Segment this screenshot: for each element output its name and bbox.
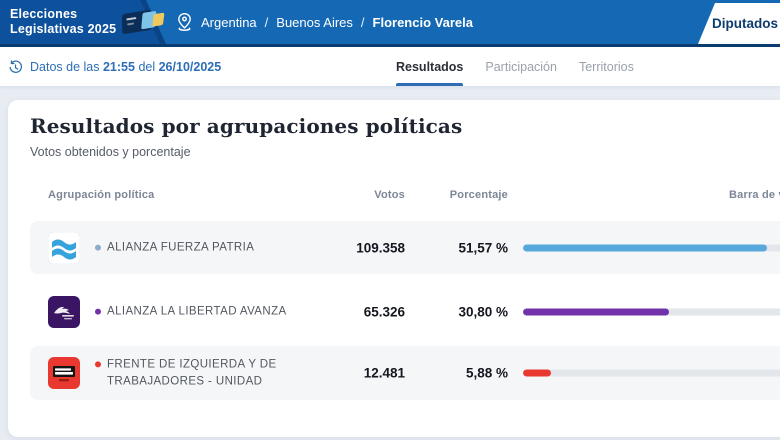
category-tab-diputados[interactable]: Diputados — [698, 3, 780, 44]
timestamp-date: 26/10/2025 — [158, 60, 222, 74]
table-row: FRENTE DE IZQUIERDA Y DE TRABAJADORES - … — [30, 346, 780, 400]
top-header: Elecciones Legislativas 2025 Argentina /… — [0, 0, 780, 44]
table-row: ALIANZA LA LIBERTAD AVANZA 65.326 30,80 … — [30, 285, 780, 338]
percent-value: 51,57 % — [458, 240, 508, 255]
app-title-line1: Elecciones — [10, 7, 78, 21]
breadcrumb-item-country[interactable]: Argentina — [201, 14, 257, 30]
active-tab-underline — [396, 83, 463, 86]
breadcrumb-item-district[interactable]: Florencio Varela — [372, 14, 473, 30]
vote-bar-track — [523, 308, 780, 315]
breadcrumb-separator: / — [360, 14, 365, 30]
ballot-logo-icon — [118, 4, 168, 41]
table-row: ALIANZA FUERZA PATRIA 109.358 51,57 % — [30, 221, 780, 274]
clock-history-icon — [9, 59, 22, 73]
category-tab-label: Diputados — [712, 16, 778, 31]
vote-bar-fill — [523, 369, 551, 377]
app-title-line2: Legislativas 2025 — [10, 22, 117, 36]
votes-value: 12.481 — [363, 365, 405, 381]
party-color-dot — [95, 308, 101, 315]
timestamp-prefix: Datos de las — [30, 60, 100, 74]
timestamp-time: 21:55 — [102, 60, 135, 74]
column-header-percent: Porcentaje — [449, 189, 508, 201]
party-color-dot — [95, 361, 101, 368]
party-name: FRENTE DE IZQUIERDA Y DE TRABAJADORES - … — [107, 358, 277, 387]
breadcrumb-item-province[interactable]: Buenos Aires — [276, 14, 353, 30]
results-card: Resultados por agrupaciones políticas Vo… — [8, 100, 780, 437]
party-color-dot — [95, 244, 101, 251]
status-tabs-bar: Datos de las 21:55 del 26/10/2025 Result… — [0, 47, 780, 87]
view-tabs: Resultados Participación Territorios — [396, 47, 656, 87]
party-name: ALIANZA LA LIBERTAD AVANZA — [107, 305, 287, 318]
vote-bar-track — [523, 244, 780, 251]
percent-value: 5,88 % — [465, 365, 508, 381]
header-bottom-border — [0, 44, 780, 47]
votes-value: 65.326 — [363, 304, 405, 319]
page-title: Resultados por agrupaciones políticas — [30, 114, 463, 138]
tab-territorios[interactable]: Territorios — [578, 60, 634, 74]
column-header-party: Agrupación política — [48, 189, 155, 201]
column-header-votes: Votos — [374, 189, 405, 201]
party-logo-frente-de-izquierda-icon — [48, 357, 80, 389]
votes-value: 109.358 — [356, 240, 405, 255]
location-pin-icon — [176, 12, 193, 32]
breadcrumb-separator: / — [264, 14, 269, 30]
data-timestamp: Datos de las 21:55 del 26/10/2025 — [8, 47, 221, 87]
vote-bar-track — [523, 369, 780, 377]
tab-resultados[interactable]: Resultados — [396, 60, 464, 74]
party-name: ALIANZA FUERZA PATRIA — [107, 241, 255, 254]
tab-participacion[interactable]: Participación — [485, 60, 557, 74]
page-subtitle: Votos obtenidos y porcentaje — [30, 145, 191, 159]
party-logo-la-libertad-avanza-icon — [48, 295, 80, 328]
app-logo[interactable]: Elecciones Legislativas 2025 — [10, 7, 166, 37]
breadcrumb: Argentina / Buenos Aires / Florencio Var… — [176, 0, 473, 44]
vote-bar-fill — [523, 244, 767, 251]
party-logo-fuerza-patria-icon — [47, 231, 81, 264]
column-header-bar: Barra de votos — [729, 189, 780, 201]
vote-bar-fill — [523, 308, 669, 315]
timestamp-connector: del — [138, 60, 156, 74]
percent-value: 30,80 % — [458, 304, 508, 319]
